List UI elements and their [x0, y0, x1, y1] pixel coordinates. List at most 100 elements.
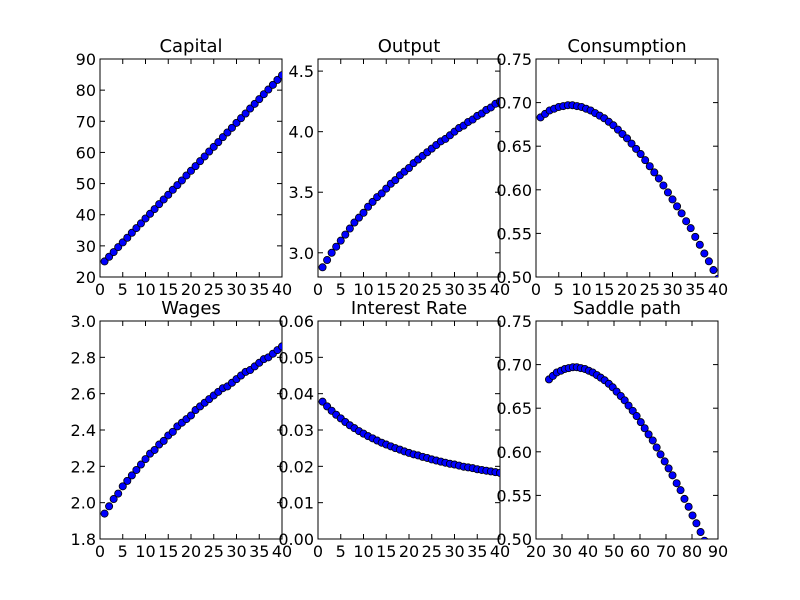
y-tick-label: 0.04: [278, 385, 314, 404]
x-tick-label: 10: [353, 280, 373, 299]
y-tick-label: 0.75: [496, 50, 532, 69]
data-point: [676, 486, 685, 495]
data-point: [677, 209, 686, 218]
data-point: [636, 150, 645, 159]
x-tick-label: 25: [204, 542, 224, 561]
data-point: [318, 397, 327, 406]
chart-title: Output: [378, 36, 441, 57]
data-point: [673, 202, 682, 211]
data-point: [714, 274, 718, 277]
x-tick-label: 5: [554, 280, 564, 299]
x-tick-label: 35: [467, 542, 487, 561]
x-tick-label: 15: [158, 542, 178, 561]
data-point: [652, 443, 661, 452]
data-point: [668, 195, 677, 204]
y-tick-label: 80: [76, 81, 96, 100]
x-tick-label: 30: [226, 280, 246, 299]
subplot-consumption: Consumption 0 5 10 15 20 25 30 35 40 0.50 0.55 0.60 0…: [496, 36, 728, 299]
data-point: [114, 489, 123, 498]
y-tick-label: 0.65: [496, 399, 532, 418]
x-tick-label: 15: [376, 542, 396, 561]
data-point: [255, 95, 264, 104]
data-point: [496, 468, 500, 477]
data-point: [628, 406, 637, 415]
data-point: [150, 205, 159, 214]
data-point: [688, 511, 697, 520]
x-tick-label: 5: [336, 280, 346, 299]
data-points: [545, 363, 709, 539]
y-tick-label: 0.00: [278, 530, 314, 549]
data-point: [654, 174, 663, 183]
data-points: [318, 97, 500, 272]
x-tick-label: 10: [571, 280, 591, 299]
data-point: [624, 401, 633, 410]
x-tick-label: 10: [135, 280, 155, 299]
data-point: [105, 502, 114, 511]
y-tick-label: 2.0: [71, 494, 96, 513]
x-tick-label: 35: [685, 280, 705, 299]
chart-title: Interest Rate: [351, 298, 467, 319]
y-tick-label: 0.55: [496, 486, 532, 505]
data-point: [704, 257, 713, 266]
data-point: [323, 256, 332, 265]
data-point: [496, 97, 500, 106]
data-point: [663, 188, 672, 197]
data-point: [200, 152, 209, 161]
x-tick-label: 5: [118, 280, 128, 299]
chart-title: Wages: [161, 298, 221, 319]
data-point: [227, 123, 236, 132]
y-tick-label: 0.70: [496, 356, 532, 375]
x-tick-label: 80: [682, 542, 702, 561]
data-point: [684, 502, 693, 511]
y-tick-label: 50: [76, 175, 96, 194]
x-tick-label: 35: [249, 280, 269, 299]
x-tick-label: 15: [594, 280, 614, 299]
data-point: [692, 519, 701, 528]
y-tick-label: 70: [76, 112, 96, 131]
data-point: [644, 430, 653, 439]
data-point: [177, 176, 186, 185]
x-tick-label: 0: [313, 280, 323, 299]
data-point: [141, 455, 150, 464]
y-tick-label: 3.0: [289, 244, 314, 263]
data-point: [645, 162, 654, 171]
y-tick-label: 0.50: [496, 268, 532, 287]
data-point: [632, 144, 641, 153]
x-tick-label: 40: [708, 280, 728, 299]
data-point: [656, 450, 665, 459]
y-tick-label: 0.65: [496, 137, 532, 156]
y-tick-label: 3.5: [289, 183, 314, 202]
data-point: [636, 418, 645, 427]
x-tick-label: 15: [158, 280, 178, 299]
subplot-output: Output 0 5 10 15 20 25 30 35 40 3.0 3.5 4.0 4.5: [289, 36, 511, 299]
y-tick-label: 1.8: [71, 530, 96, 549]
y-tick-label: 0.05: [278, 348, 314, 367]
x-tick-label: 70: [656, 542, 676, 561]
chart-title: Capital: [159, 36, 222, 57]
data-point: [682, 217, 691, 226]
x-tick-label: 10: [353, 542, 373, 561]
y-tick-label: 60: [76, 143, 96, 162]
data-point: [659, 181, 668, 190]
x-tick-label: 15: [376, 280, 396, 299]
x-tick-label: 30: [444, 280, 464, 299]
x-tick-label: 0: [95, 542, 105, 561]
data-point: [648, 436, 657, 445]
data-point: [368, 197, 377, 206]
x-tick-label: 25: [422, 280, 442, 299]
x-tick-label: 20: [617, 280, 637, 299]
x-tick-label: 30: [552, 542, 572, 561]
x-tick-label: 0: [313, 542, 323, 561]
data-points: [100, 342, 282, 518]
data-point: [641, 156, 650, 165]
data-point: [695, 240, 704, 249]
y-tick-label: 0.60: [496, 181, 532, 200]
x-tick-label: 40: [272, 542, 292, 561]
x-tick-label: 60: [630, 542, 650, 561]
data-point: [680, 494, 689, 503]
y-tick-label: 90: [76, 50, 96, 69]
y-tick-label: 2.4: [71, 421, 96, 440]
data-point: [350, 218, 359, 227]
data-point: [623, 134, 632, 143]
